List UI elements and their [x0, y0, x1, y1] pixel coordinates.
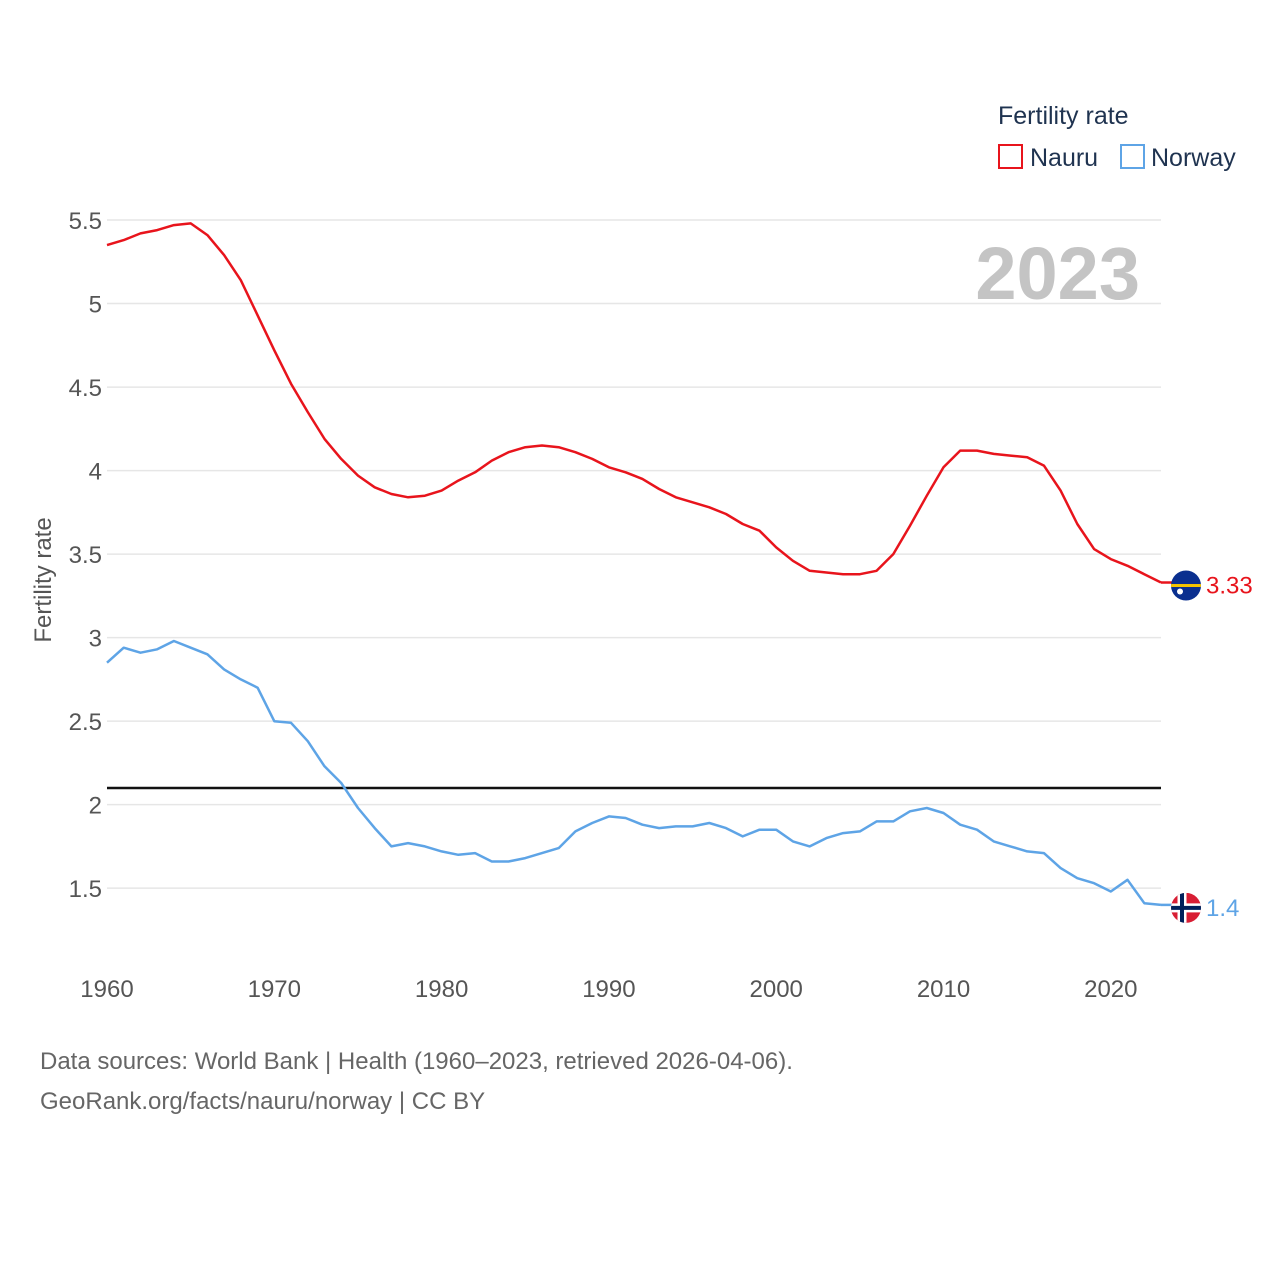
x-tick-label: 1990 [582, 976, 635, 1003]
legend-item-nauru[interactable]: Nauru [998, 144, 1098, 172]
y-tick-label: 2 [89, 793, 102, 820]
x-tick-label: 1960 [80, 976, 133, 1003]
y-tick-label: 5 [89, 292, 102, 319]
x-axis-ticks: 1960 1970 1980 1990 2000 2010 2020 [80, 976, 1137, 1003]
legend-label-norway: Norway [1151, 144, 1236, 172]
legend-label-nauru: Nauru [1030, 144, 1098, 172]
series-line-norway[interactable] [106, 639, 1162, 907]
flag-cross-blue-h [1171, 905, 1201, 910]
y-tick-label: 4 [89, 459, 102, 486]
flag-star [1177, 588, 1183, 595]
flag-cross-blue-v [1180, 892, 1184, 923]
series-lines [106, 222, 1162, 907]
legend-item-norway[interactable]: Norway [1120, 144, 1236, 172]
flag-body [1171, 570, 1201, 601]
source-footer: Data sources: World Bank | Health (1960–… [40, 1042, 793, 1122]
series-line-nauru[interactable] [106, 222, 1162, 584]
x-tick-label: 1980 [415, 976, 468, 1003]
end-value-label-norway: 1.4 [1206, 895, 1239, 922]
flag-norway-icon [1171, 892, 1201, 923]
flag-stripe [1171, 584, 1201, 588]
x-tick-label: 2000 [750, 976, 803, 1003]
x-tick-label: 1970 [248, 976, 301, 1003]
y-axis-title: Fertility rate [30, 517, 57, 642]
flag-body [1171, 892, 1201, 923]
year-watermark: 2023 [975, 232, 1140, 315]
x-tick-label: 2010 [917, 976, 970, 1003]
y-tick-label: 4.5 [69, 375, 102, 402]
legend: Fertility rate Nauru Norway [998, 102, 1236, 172]
source-link[interactable]: GeoRank.org/facts/nauru/norway | CC BY [40, 1088, 486, 1115]
legend-swatch-norway [1120, 144, 1145, 169]
y-tick-label: 1.5 [69, 876, 102, 903]
end-value-label-nauru: 3.33 [1206, 573, 1253, 600]
y-tick-label: 3 [89, 626, 102, 653]
fertility-chart: 1.5 2 2.5 3 3.5 4 4.5 5 5.5 1960 1970 1980 1990 2000… [30, 102, 1253, 1003]
y-tick-label: 3.5 [69, 542, 102, 569]
legend-swatch-nauru [998, 144, 1023, 169]
x-tick-label: 2020 [1084, 976, 1137, 1003]
source-line: Data sources: World Bank | Health (1960–… [40, 1048, 793, 1075]
y-tick-label: 2.5 [69, 709, 102, 736]
legend-title: Fertility rate [998, 102, 1129, 130]
flag-nauru-icon [1171, 570, 1201, 601]
end-markers: 3.33 1.4 [1161, 570, 1253, 923]
y-axis-ticks: 1.5 2 2.5 3 3.5 4 4.5 5 5.5 [69, 208, 102, 903]
y-tick-label: 5.5 [69, 208, 102, 235]
